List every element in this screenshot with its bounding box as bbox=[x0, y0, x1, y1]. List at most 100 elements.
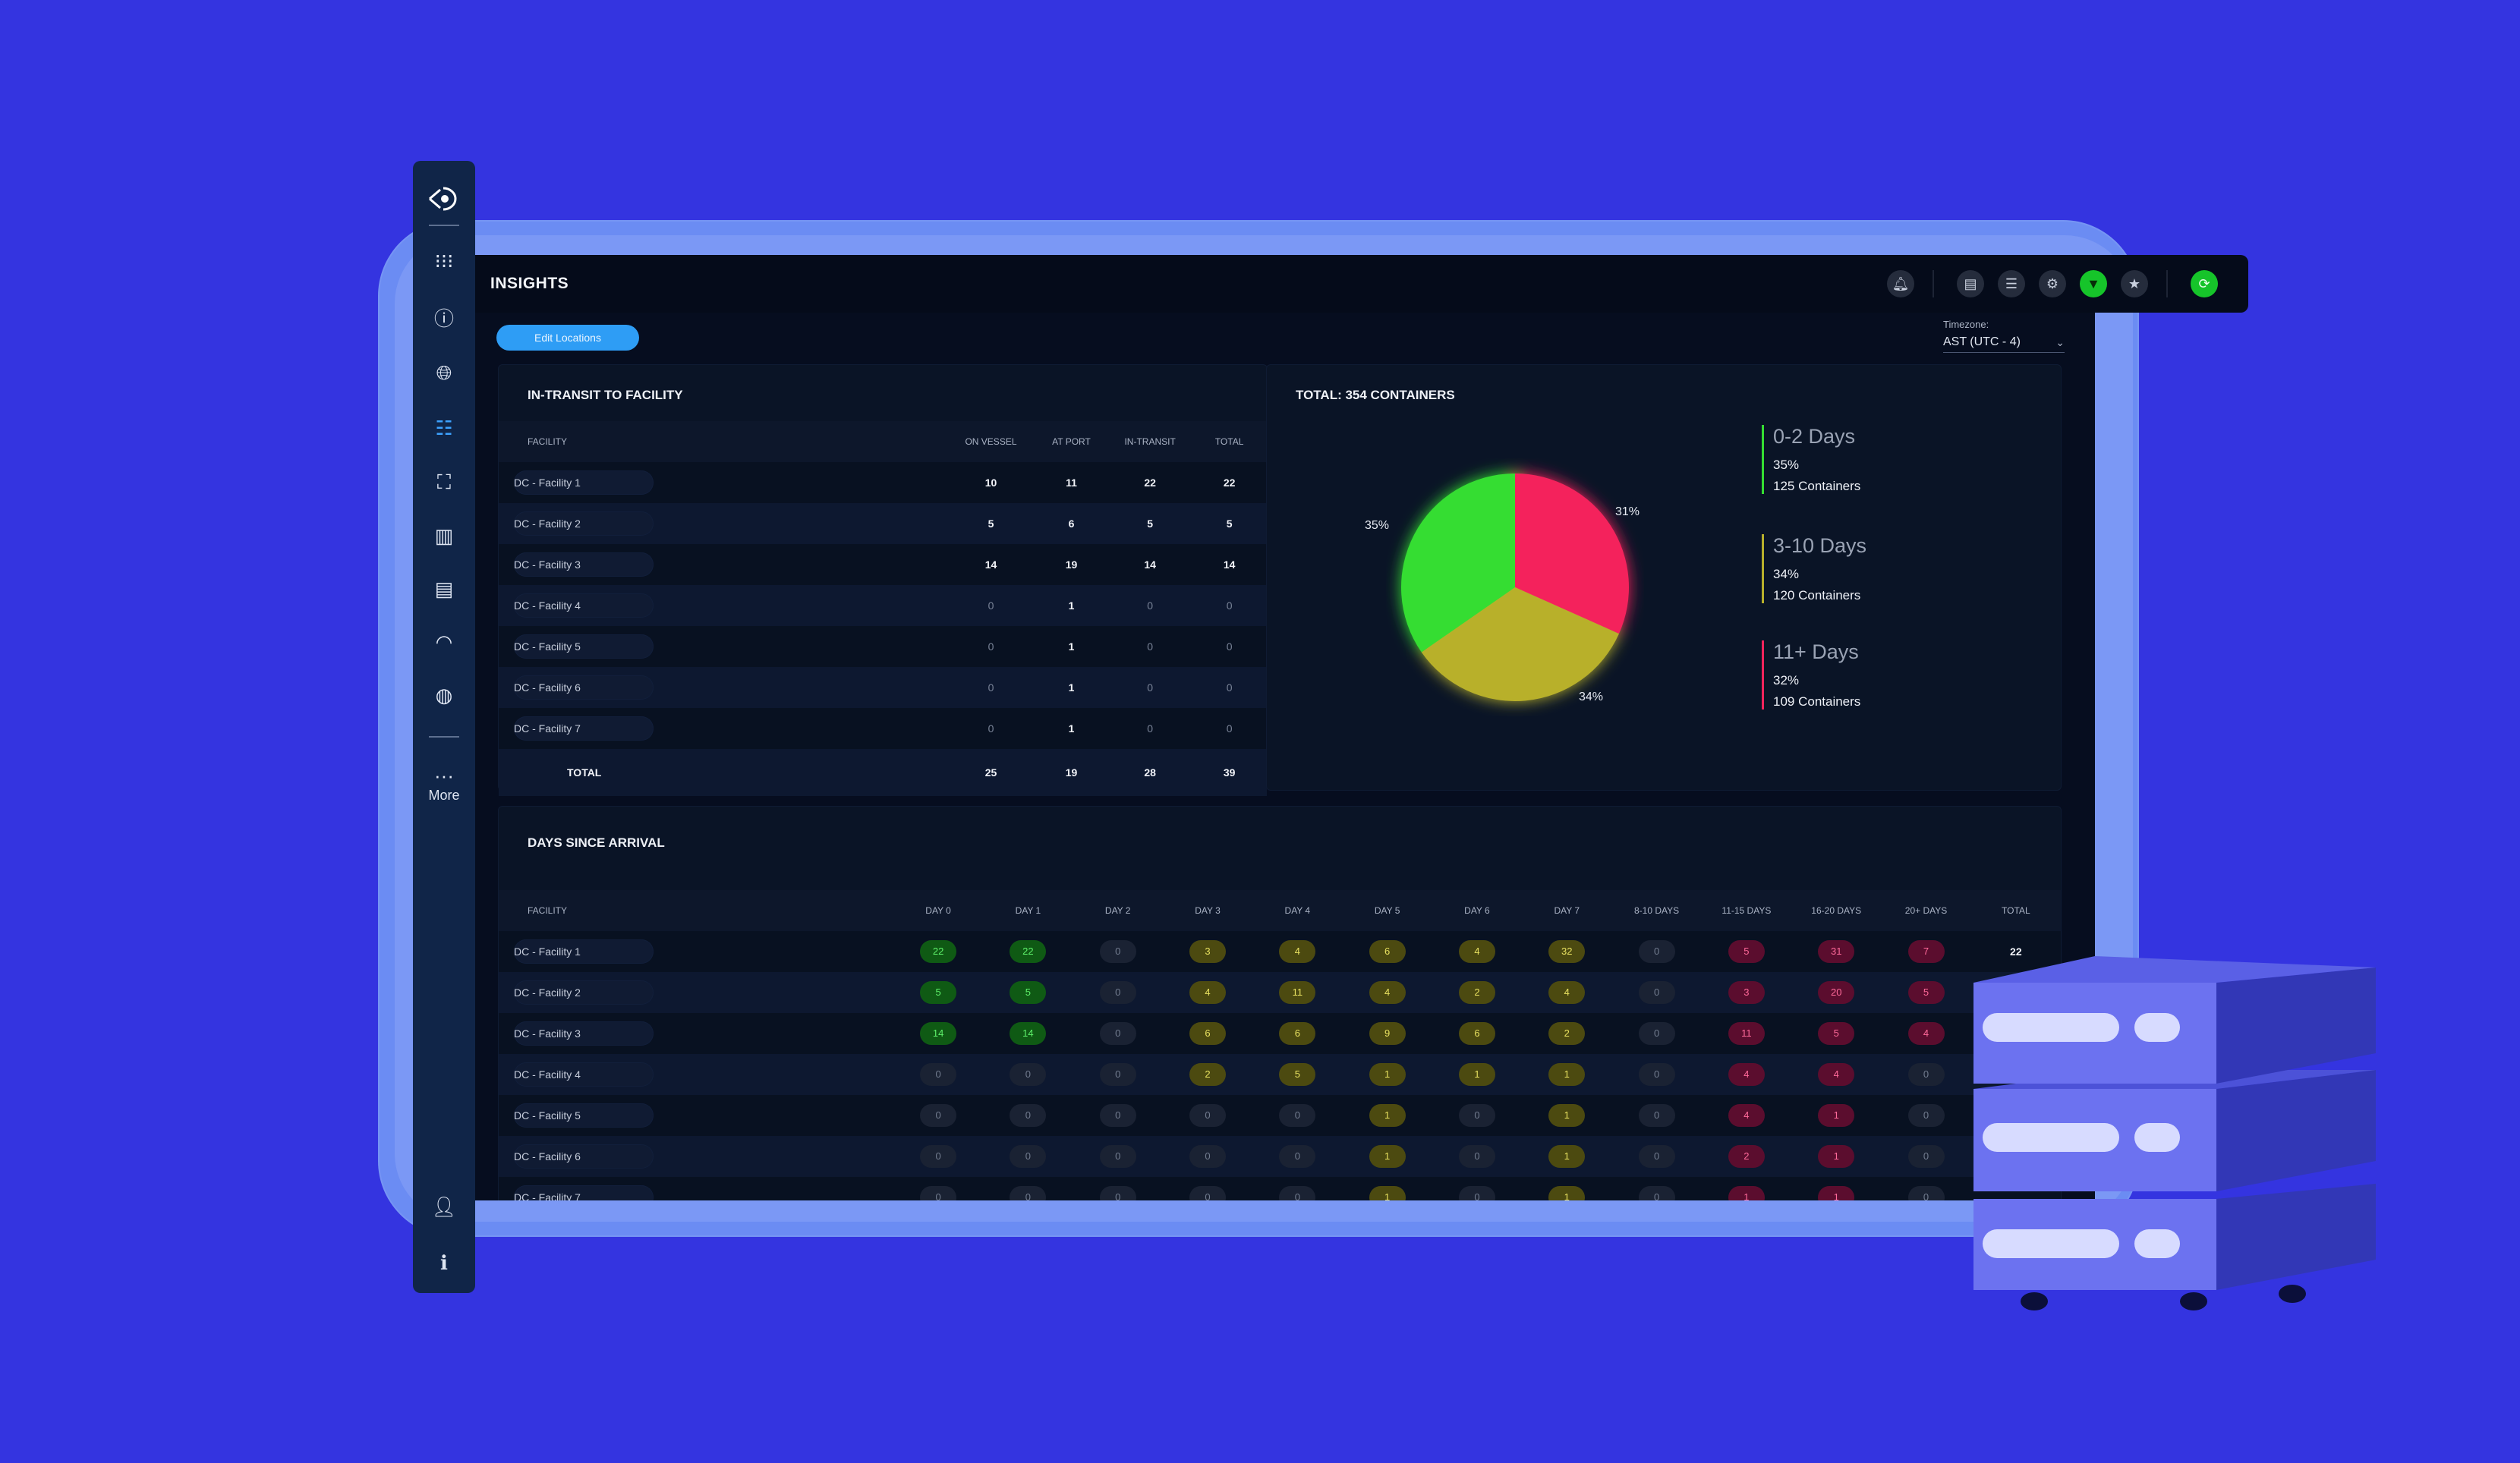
facility-pill[interactable]: DC - Facility 5 bbox=[514, 634, 654, 659]
facility-pill[interactable]: DC - Facility 7 bbox=[514, 1185, 654, 1200]
column-header[interactable]: 16-20 DAYS bbox=[1791, 890, 1882, 931]
count-chip[interactable]: 0 bbox=[1638, 1145, 1675, 1168]
count-chip[interactable]: 2 bbox=[1189, 1063, 1227, 1086]
refresh-icon[interactable]: ⟳ bbox=[2191, 270, 2218, 297]
count-chip[interactable]: 0 bbox=[1099, 1145, 1136, 1168]
count-chip[interactable]: 7 bbox=[1907, 940, 1945, 963]
bell-icon[interactable]: 🔔︎ bbox=[1887, 270, 1914, 297]
table-row[interactable]: DC - Facility 1 10 11 22 22 bbox=[499, 462, 1267, 503]
count-chip[interactable]: 14 bbox=[920, 1022, 957, 1045]
info-icon[interactable]: ℹ bbox=[440, 1251, 448, 1274]
count-chip[interactable]: 0 bbox=[1907, 1186, 1945, 1200]
column-header[interactable]: FACILITY bbox=[499, 890, 893, 931]
apps-grid-icon[interactable]: ⁝⁝⁝ bbox=[434, 249, 454, 272]
columns-icon[interactable]: ▤ bbox=[1957, 270, 1984, 297]
count-chip[interactable]: 0 bbox=[1010, 1104, 1047, 1127]
table-row[interactable]: DC - Facility 1 22 22 0 3 4 6 4 32 0 5 31 7 22 bbox=[499, 931, 2061, 972]
table-row[interactable]: DC - Facility 3 14 19 14 14 bbox=[499, 544, 1267, 585]
gauge-icon[interactable]: ◠ bbox=[435, 630, 453, 653]
column-header[interactable]: 11-15 DAYS bbox=[1701, 890, 1792, 931]
count-chip[interactable]: 6 bbox=[1189, 1022, 1227, 1045]
pie-slice[interactable] bbox=[1421, 587, 1619, 701]
count-chip[interactable]: 0 bbox=[1010, 1186, 1047, 1200]
table-row[interactable]: DC - Facility 6 0 0 0 0 0 1 0 1 0 2 1 0 bbox=[499, 1136, 2061, 1177]
count-chip[interactable]: 1 bbox=[1818, 1104, 1855, 1127]
focus-icon[interactable]: ⛶ bbox=[436, 470, 452, 493]
count-chip[interactable]: 4 bbox=[1818, 1063, 1855, 1086]
count-chip[interactable]: 0 bbox=[1189, 1104, 1227, 1127]
count-chip[interactable]: 0 bbox=[1279, 1145, 1316, 1168]
count-chip[interactable]: 0 bbox=[1010, 1145, 1047, 1168]
facility-pill[interactable]: DC - Facility 5 bbox=[514, 1103, 654, 1128]
count-chip[interactable]: 31 bbox=[1818, 940, 1855, 963]
column-header[interactable]: DAY 3 bbox=[1162, 890, 1253, 931]
column-header[interactable]: DAY 6 bbox=[1432, 890, 1523, 931]
count-chip[interactable]: 22 bbox=[920, 940, 957, 963]
column-header[interactable]: DAY 1 bbox=[983, 890, 1073, 931]
filter-icon[interactable]: ▼ bbox=[2080, 270, 2107, 297]
count-chip[interactable]: 0 bbox=[1099, 940, 1136, 963]
pie-slice[interactable] bbox=[1401, 474, 1515, 653]
count-chip[interactable]: 3 bbox=[1189, 940, 1227, 963]
count-chip[interactable]: 0 bbox=[920, 1063, 957, 1086]
count-chip[interactable]: 4 bbox=[1907, 1022, 1945, 1045]
count-chip[interactable]: 4 bbox=[1189, 981, 1227, 1004]
count-chip[interactable]: 1 bbox=[1369, 1063, 1406, 1086]
count-chip[interactable]: 4 bbox=[1728, 1063, 1765, 1086]
count-chip[interactable]: 4 bbox=[1548, 981, 1586, 1004]
column-header[interactable]: TOTAL bbox=[1970, 890, 2061, 931]
count-chip[interactable]: 5 bbox=[920, 981, 957, 1004]
count-chip[interactable]: 5 bbox=[1728, 940, 1765, 963]
more-label[interactable]: More bbox=[428, 788, 460, 803]
count-chip[interactable]: 5 bbox=[1907, 981, 1945, 1004]
col-total[interactable]: TOTAL bbox=[1192, 421, 1267, 462]
count-chip[interactable]: 0 bbox=[1099, 981, 1136, 1004]
count-chip[interactable]: 1 bbox=[1369, 1104, 1406, 1127]
table-row[interactable]: DC - Facility 4 0 0 0 2 5 1 1 1 0 4 4 0 bbox=[499, 1054, 2061, 1095]
pie-slice[interactable] bbox=[1515, 474, 1629, 634]
facility-pill[interactable]: DC - Facility 2 bbox=[514, 511, 654, 536]
count-chip[interactable]: 0 bbox=[1638, 1186, 1675, 1200]
timezone-select[interactable]: AST (UTC - 4) ⌄ bbox=[1943, 332, 2065, 353]
count-chip[interactable]: 0 bbox=[1099, 1063, 1136, 1086]
count-chip[interactable]: 1 bbox=[1458, 1063, 1495, 1086]
eye-logo-icon[interactable] bbox=[413, 184, 475, 214]
sort-icon[interactable]: ☰ bbox=[1998, 270, 2025, 297]
count-chip[interactable]: 1 bbox=[1548, 1063, 1586, 1086]
gear-icon[interactable]: ⚙ bbox=[2039, 270, 2066, 297]
count-chip[interactable]: 0 bbox=[920, 1186, 957, 1200]
count-chip[interactable]: 5 bbox=[1279, 1063, 1316, 1086]
count-chip[interactable]: 22 bbox=[1010, 940, 1047, 963]
count-chip[interactable]: 0 bbox=[1458, 1104, 1495, 1127]
facility-pill[interactable]: DC - Facility 2 bbox=[514, 980, 654, 1005]
count-chip[interactable]: 0 bbox=[1189, 1145, 1227, 1168]
count-chip[interactable]: 1 bbox=[1818, 1145, 1855, 1168]
count-chip[interactable]: 1 bbox=[1548, 1104, 1586, 1127]
count-chip[interactable]: 4 bbox=[1728, 1104, 1765, 1127]
col-on-vessel[interactable]: ON VESSEL bbox=[758, 421, 1035, 462]
facility-pill[interactable]: DC - Facility 4 bbox=[514, 1062, 654, 1087]
count-chip[interactable]: 14 bbox=[1010, 1022, 1047, 1045]
facility-pill[interactable]: DC - Facility 1 bbox=[514, 470, 654, 495]
count-chip[interactable]: 0 bbox=[1638, 981, 1675, 1004]
bar-chart-icon[interactable]: ▥ bbox=[434, 524, 454, 547]
count-chip[interactable]: 1 bbox=[1548, 1186, 1586, 1200]
count-chip[interactable]: 4 bbox=[1458, 940, 1495, 963]
facility-pill[interactable]: DC - Facility 6 bbox=[514, 675, 654, 700]
table-row[interactable]: DC - Facility 2550411424032055 bbox=[499, 972, 2061, 1013]
col-in-transit[interactable]: IN-TRANSIT bbox=[1108, 421, 1192, 462]
count-chip[interactable]: 1 bbox=[1728, 1186, 1765, 1200]
count-chip[interactable]: 0 bbox=[1010, 1063, 1047, 1086]
column-header[interactable]: DAY 5 bbox=[1342, 890, 1432, 931]
user-icon[interactable]: 👤︎ bbox=[431, 1194, 457, 1218]
facility-pill[interactable]: DC - Facility 3 bbox=[514, 552, 654, 577]
star-icon[interactable]: ★ bbox=[2121, 270, 2148, 297]
count-chip[interactable]: 2 bbox=[1458, 981, 1495, 1004]
count-chip[interactable]: 0 bbox=[1189, 1186, 1227, 1200]
facility-pill[interactable]: DC - Facility 4 bbox=[514, 593, 654, 618]
facility-pill[interactable]: DC - Facility 1 bbox=[514, 939, 654, 964]
